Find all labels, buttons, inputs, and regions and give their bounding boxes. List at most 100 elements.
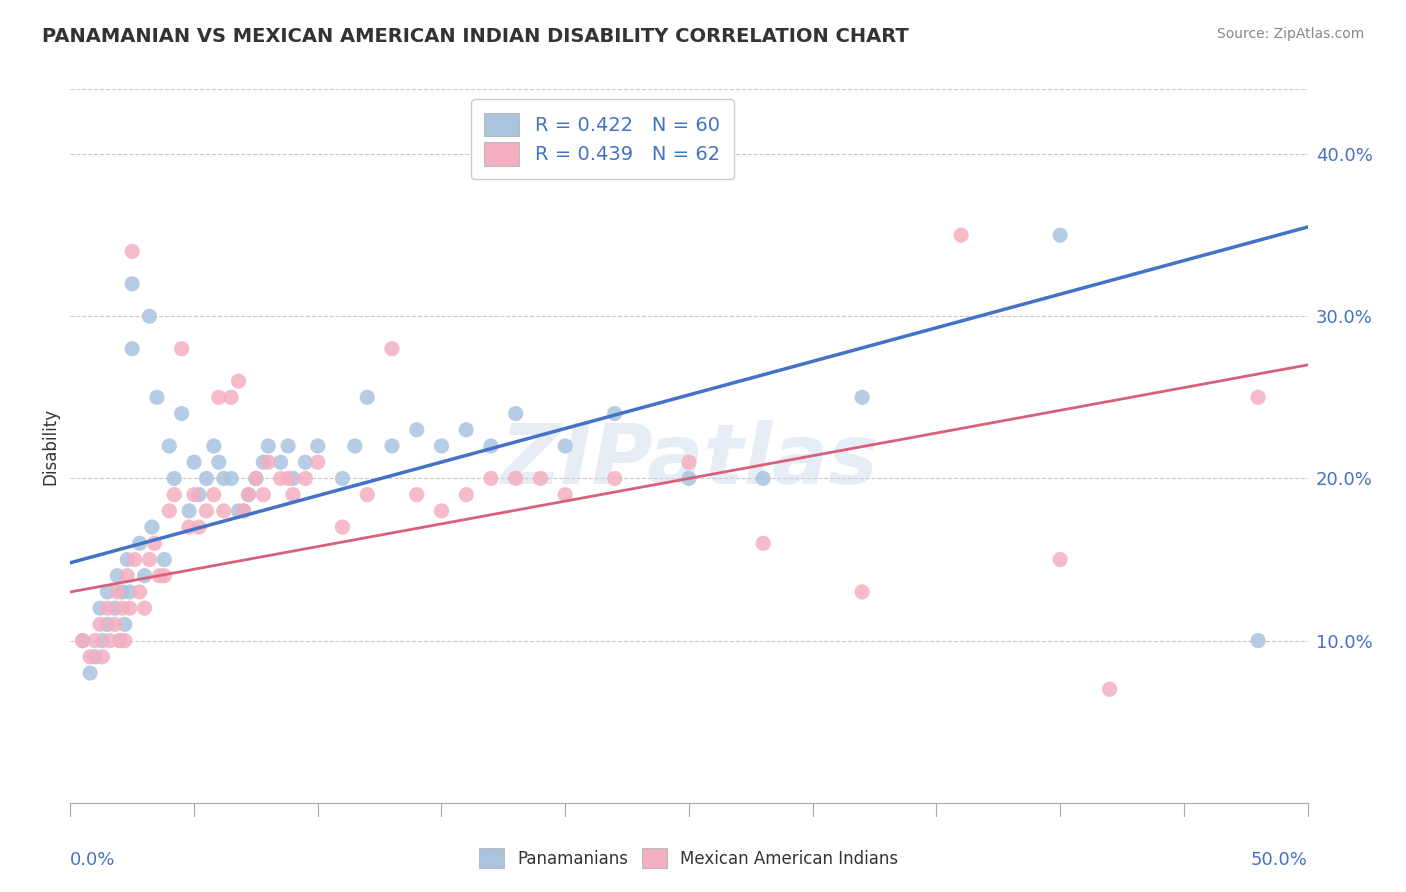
Point — [177, 504, 200, 518]
Point — [1049, 552, 1071, 566]
Point — [208, 390, 231, 404]
Point — [603, 407, 626, 421]
Point — [84, 649, 107, 664]
Point — [232, 504, 254, 518]
Point — [212, 504, 235, 518]
Point — [134, 568, 156, 582]
Point — [456, 423, 478, 437]
Point — [111, 585, 134, 599]
Point — [91, 649, 114, 664]
Point — [134, 601, 156, 615]
Point — [257, 455, 280, 469]
Point — [89, 617, 111, 632]
Text: 0.0%: 0.0% — [70, 852, 115, 870]
Point — [950, 228, 973, 243]
Point — [115, 552, 138, 566]
Point — [456, 488, 478, 502]
Point — [678, 471, 700, 485]
Point — [188, 520, 211, 534]
Point — [124, 552, 146, 566]
Point — [114, 633, 136, 648]
Point — [153, 552, 176, 566]
Point — [111, 601, 134, 615]
Point — [678, 455, 700, 469]
Point — [96, 601, 118, 615]
Point — [108, 633, 131, 648]
Point — [554, 439, 576, 453]
Point — [356, 390, 378, 404]
Point — [232, 504, 254, 518]
Point — [245, 471, 267, 485]
Point — [163, 471, 186, 485]
Point — [356, 488, 378, 502]
Point — [219, 471, 242, 485]
Point — [238, 488, 260, 502]
Point — [177, 520, 200, 534]
Point — [294, 471, 316, 485]
Point — [104, 601, 127, 615]
Point — [307, 455, 329, 469]
Point — [195, 504, 218, 518]
Text: 50.0%: 50.0% — [1251, 852, 1308, 870]
Y-axis label: Disability: Disability — [41, 408, 59, 484]
Point — [118, 585, 141, 599]
Point — [96, 585, 118, 599]
Point — [128, 536, 150, 550]
Point — [219, 390, 242, 404]
Point — [277, 439, 299, 453]
Point — [307, 439, 329, 453]
Point — [294, 455, 316, 469]
Point — [108, 633, 131, 648]
Point — [105, 585, 128, 599]
Point — [479, 439, 502, 453]
Point — [79, 649, 101, 664]
Point — [115, 568, 138, 582]
Point — [228, 504, 250, 518]
Point — [603, 471, 626, 485]
Point — [121, 244, 143, 259]
Point — [332, 471, 354, 485]
Point — [270, 471, 292, 485]
Point — [105, 568, 128, 582]
Point — [157, 504, 180, 518]
Point — [238, 488, 260, 502]
Point — [343, 439, 366, 453]
Point — [98, 633, 121, 648]
Point — [554, 488, 576, 502]
Point — [79, 666, 101, 681]
Point — [89, 601, 111, 615]
Point — [163, 488, 186, 502]
Point — [430, 439, 453, 453]
Text: PANAMANIAN VS MEXICAN AMERICAN INDIAN DISABILITY CORRELATION CHART: PANAMANIAN VS MEXICAN AMERICAN INDIAN DI… — [42, 27, 908, 45]
Point — [430, 504, 453, 518]
Point — [281, 488, 304, 502]
Point — [505, 471, 527, 485]
Point — [228, 374, 250, 388]
Point — [202, 488, 225, 502]
Point — [1247, 633, 1270, 648]
Point — [148, 568, 170, 582]
Point — [405, 423, 427, 437]
Point — [138, 310, 160, 324]
Point — [138, 552, 160, 566]
Point — [72, 633, 94, 648]
Point — [277, 471, 299, 485]
Point — [752, 536, 775, 550]
Point — [128, 585, 150, 599]
Point — [143, 536, 166, 550]
Point — [114, 617, 136, 632]
Point — [208, 455, 231, 469]
Point — [381, 439, 404, 453]
Point — [752, 471, 775, 485]
Point — [851, 390, 873, 404]
Point — [183, 455, 205, 469]
Point — [202, 439, 225, 453]
Point — [1049, 228, 1071, 243]
Point — [96, 617, 118, 632]
Point — [170, 342, 193, 356]
Point — [153, 568, 176, 582]
Point — [257, 439, 280, 453]
Point — [281, 471, 304, 485]
Point — [141, 520, 163, 534]
Point — [332, 520, 354, 534]
